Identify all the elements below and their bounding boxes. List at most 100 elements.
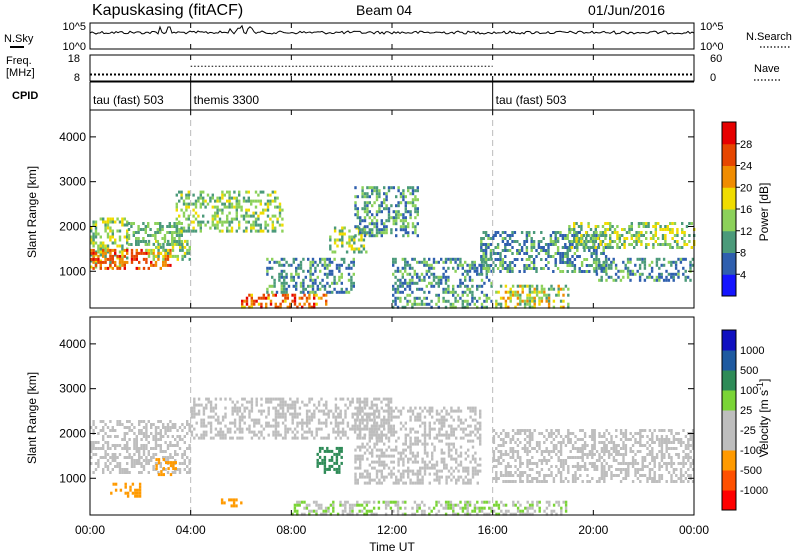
- velocity-cell: [363, 397, 366, 401]
- velocity-cell: [397, 436, 400, 440]
- velocity-cell: [536, 503, 539, 507]
- power-cell: [487, 264, 490, 267]
- power-cell: [111, 220, 114, 224]
- power-cell: [173, 237, 176, 240]
- velocity-cell: [338, 464, 341, 468]
- velocity-cell: [267, 433, 270, 437]
- power-cell: [437, 293, 440, 297]
- power-cell: [152, 248, 155, 252]
- velocity-cell: [166, 459, 170, 462]
- power-cell: [226, 226, 229, 230]
- velocity-cell: [497, 444, 500, 447]
- power-cell: [254, 190, 258, 194]
- power-cell: [614, 263, 618, 267]
- velocity-cell: [152, 438, 155, 441]
- velocity-cell: [691, 429, 695, 432]
- velocity-cell: [325, 403, 328, 407]
- power-cell: [289, 302, 292, 306]
- power-cell: [338, 290, 341, 294]
- velocity-cell: [409, 430, 412, 434]
- velocity-cell: [564, 503, 568, 507]
- velocity-cell: [209, 409, 213, 413]
- power-cell: [371, 222, 374, 226]
- power-cell: [286, 305, 289, 309]
- velocity-cell: [164, 468, 167, 471]
- velocity-cell: [238, 430, 242, 434]
- power-cell: [292, 260, 295, 264]
- velocity-cell: [622, 441, 625, 444]
- power-cell: [625, 237, 629, 240]
- power-cell: [489, 252, 493, 255]
- velocity-cell: [471, 469, 475, 473]
- velocity-cell: [387, 445, 391, 449]
- power-cell: [202, 214, 205, 218]
- power-cell: [299, 266, 303, 270]
- velocity-cell: [390, 430, 393, 434]
- velocity-cell: [416, 469, 419, 473]
- velocity-cell: [138, 456, 141, 459]
- velocity-cell: [682, 429, 685, 432]
- power-cell: [454, 290, 457, 294]
- velocity-cell: [110, 491, 113, 495]
- power-cell: [266, 205, 270, 209]
- velocity-cell: [504, 441, 508, 444]
- velocity-cell: [133, 462, 136, 465]
- power-cell: [309, 266, 312, 270]
- velocity-cell: [459, 454, 463, 458]
- velocity-cell: [583, 441, 587, 444]
- velocity-cell: [104, 423, 107, 426]
- velocity-cell: [135, 462, 138, 465]
- power-cell: [554, 252, 557, 255]
- velocity-cell: [245, 406, 249, 410]
- velocity-cell: [305, 436, 309, 440]
- velocity-cell: [326, 467, 329, 471]
- power-cell: [423, 275, 426, 279]
- velocity-cell: [90, 447, 93, 450]
- velocity-cell: [394, 503, 397, 507]
- velocity-cell: [197, 397, 201, 401]
- velocity-cell: [655, 453, 659, 456]
- power-cell: [528, 234, 531, 237]
- velocity-cell: [419, 466, 422, 470]
- velocity-cell: [152, 453, 155, 456]
- power-cell: [602, 249, 605, 252]
- power-cell: [109, 263, 112, 267]
- velocity-cell: [341, 509, 345, 513]
- power-cell: [194, 217, 198, 221]
- power-cell: [97, 260, 100, 264]
- power-cell: [640, 243, 643, 246]
- velocity-cell: [109, 435, 112, 438]
- power-cell: [533, 299, 536, 303]
- velocity-cell: [443, 424, 446, 428]
- power-cell: [540, 267, 543, 270]
- power-cell: [223, 220, 226, 224]
- velocity-cell: [337, 412, 340, 416]
- power-cell: [156, 222, 159, 225]
- velocity-cell: [109, 462, 112, 465]
- velocity-cell: [461, 506, 465, 510]
- velocity-cell: [313, 409, 316, 413]
- velocity-cell: [655, 480, 659, 483]
- velocity-cell: [543, 441, 546, 444]
- power-cell: [613, 228, 617, 231]
- power-cell: [573, 237, 576, 240]
- velocity-cell: [540, 468, 544, 471]
- power-cell: [375, 225, 379, 229]
- velocity-cell: [354, 448, 357, 452]
- velocity-cell: [193, 403, 196, 407]
- velocity-cell: [548, 500, 551, 504]
- power-cell: [549, 240, 553, 243]
- power-cell: [157, 251, 160, 255]
- velocity-cell: [335, 467, 339, 471]
- power-cell: [204, 205, 207, 209]
- velocity-cell: [260, 409, 263, 413]
- velocity-cell: [372, 500, 376, 504]
- velocity-cell: [178, 462, 182, 465]
- velocity-cell: [679, 441, 683, 444]
- power-cell: [348, 241, 351, 245]
- power-cell: [533, 305, 536, 309]
- velocity-cell: [492, 435, 496, 438]
- power-cell: [640, 240, 643, 243]
- power-cell: [295, 266, 298, 270]
- power-cell: [679, 257, 683, 261]
